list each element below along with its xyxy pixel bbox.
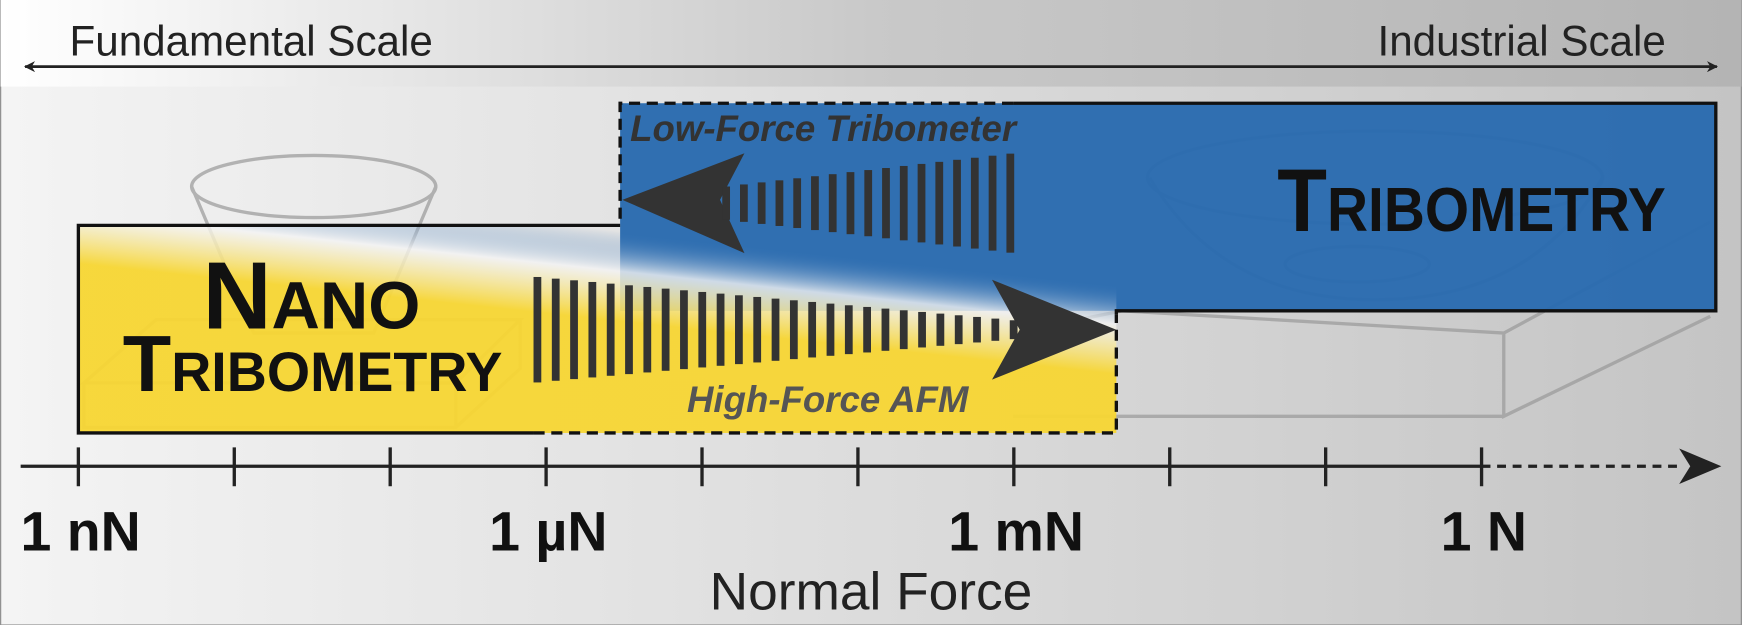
wedge-stripe xyxy=(899,165,908,241)
header-band xyxy=(0,0,1742,87)
axis-title: Normal Force xyxy=(710,562,1033,621)
wedge-stripe xyxy=(828,174,837,233)
wedge-stripe xyxy=(533,276,542,383)
wedge-stripe xyxy=(863,306,871,353)
nano-line2: Tribometry xyxy=(123,319,503,408)
high-force-label: High-Force AFM xyxy=(687,379,970,420)
wedge-stripe xyxy=(826,303,835,356)
axis-labels: 1 nN 1 µN 1 mN 1 N xyxy=(20,501,1527,563)
wedge-stripe xyxy=(1006,153,1015,253)
wedge-stripe xyxy=(698,291,707,368)
right-arrowhead xyxy=(992,279,1117,380)
wedge-stripe xyxy=(722,186,731,220)
wedge-stripe xyxy=(740,184,748,222)
wedge-stripe xyxy=(936,313,945,346)
tribometry-title: Tribometry xyxy=(1277,151,1666,250)
header-right: Industrial Scale xyxy=(1378,18,1666,65)
wedge-stripe xyxy=(954,315,963,345)
wedge-stripe xyxy=(935,161,944,245)
axis-ticks xyxy=(76,447,1484,487)
wedge-stripe xyxy=(899,310,908,350)
wedge-stripe xyxy=(970,157,979,249)
nano-line1: Nano xyxy=(203,244,421,350)
low-force-label: Low-Force Tribometer xyxy=(630,108,1018,149)
wedge-stripe xyxy=(844,305,853,355)
wedge-stripe xyxy=(775,180,784,226)
wedge-stripe xyxy=(917,163,926,243)
wedge-stripe xyxy=(753,296,762,363)
wedge-stripe xyxy=(716,293,725,366)
wedge-stripe xyxy=(588,281,597,378)
axis-label: 1 µN xyxy=(489,501,607,563)
force-wedges xyxy=(533,153,1117,383)
wedge-stripe xyxy=(680,290,688,370)
axis-label: 1 nN xyxy=(20,501,140,563)
wedge-stripe xyxy=(864,170,873,237)
axis-label: 1 mN xyxy=(948,501,1084,563)
wedge-stripe xyxy=(757,182,766,224)
wedge-stripe xyxy=(808,301,817,358)
wedge-stripe xyxy=(846,172,855,235)
wedge-stripe xyxy=(793,178,802,229)
left-arrowhead xyxy=(622,153,745,254)
wedge-stripe xyxy=(988,155,997,251)
wedge-stripe xyxy=(918,311,926,348)
wedge-stripe xyxy=(570,280,578,380)
header-left: Fundamental Scale xyxy=(69,18,432,65)
wedge-stripe xyxy=(1009,320,1018,340)
wedge-stripe xyxy=(991,318,1000,341)
wedge-stripe xyxy=(735,295,743,365)
wedge-stripe xyxy=(882,168,890,239)
region-outlines xyxy=(76,101,1718,435)
wedge-stripe xyxy=(811,176,819,231)
wedge-stripe xyxy=(643,286,652,373)
wedge-stripe xyxy=(771,298,780,361)
axis-arrowhead xyxy=(1679,448,1722,485)
wedge-stripe xyxy=(625,285,633,375)
wedge-stripe xyxy=(789,300,798,360)
wedge-stripe xyxy=(881,308,890,351)
wedge-stripe xyxy=(551,278,560,381)
axis xyxy=(20,448,1722,485)
wedge-stripe xyxy=(661,288,670,371)
wedge-stripe xyxy=(953,159,961,247)
wedge-stripe xyxy=(973,316,981,343)
axis-label: 1 N xyxy=(1441,501,1527,563)
wedge-stripe xyxy=(606,283,615,376)
